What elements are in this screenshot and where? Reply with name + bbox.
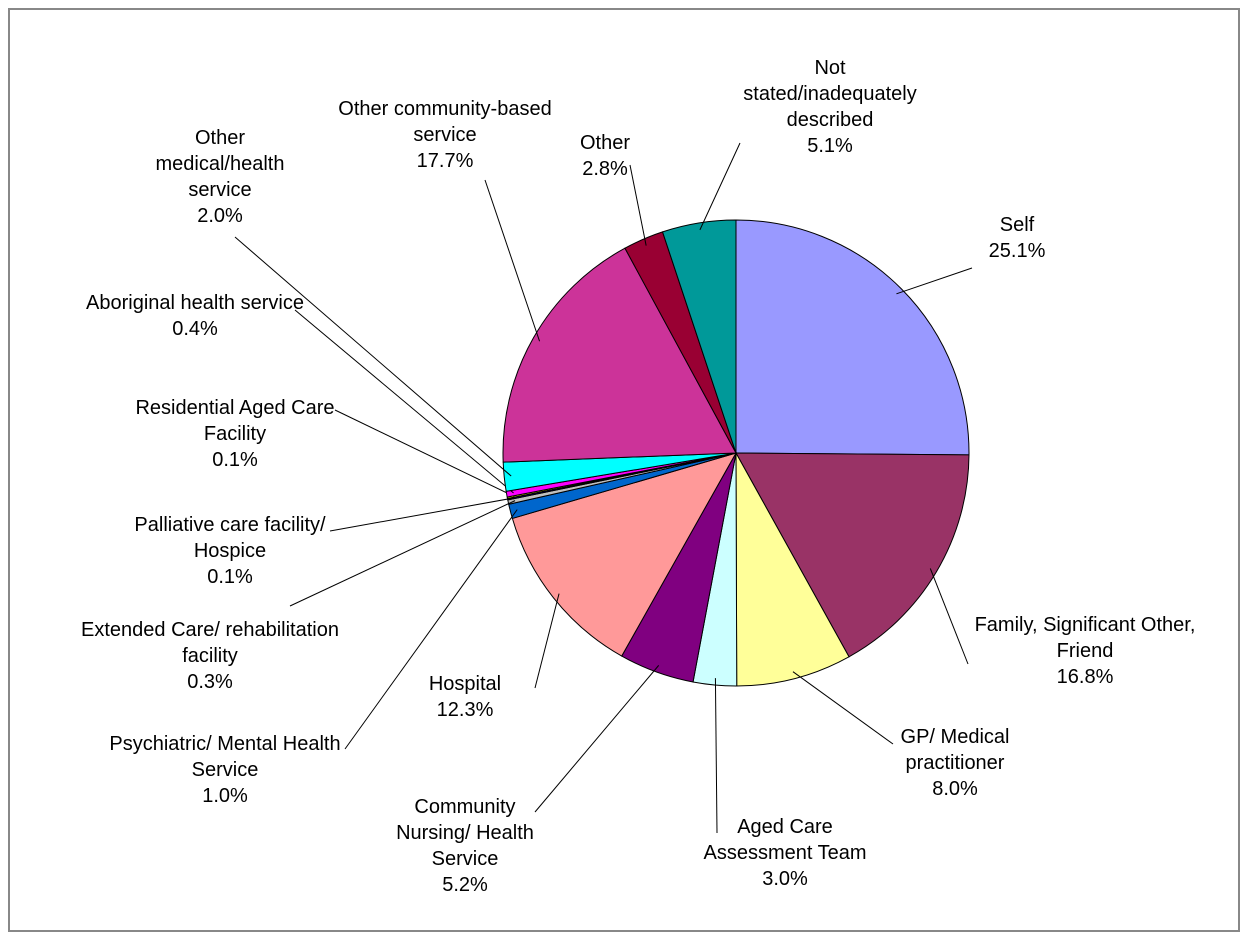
- category-label: Palliative care facility/ Hospice: [134, 514, 326, 562]
- leader-line: [534, 665, 660, 813]
- leader-line: [484, 179, 541, 342]
- leader-line: [534, 593, 560, 689]
- slice-label: Other 2.8%: [560, 130, 650, 182]
- value-label: 1.0%: [202, 785, 248, 807]
- pie-slice: [511, 452, 738, 657]
- category-label: Hospital: [428, 673, 502, 695]
- leader-line: [294, 309, 514, 494]
- value-label: 16.8%: [1056, 666, 1114, 688]
- category-label: Extended Care/ rehabilitation facility: [81, 619, 339, 667]
- category-label: Other: [579, 132, 631, 154]
- category-label: Residential Aged Care Facility: [135, 397, 335, 445]
- slice-label: Other community-based service 17.7%: [320, 96, 570, 174]
- value-label: 5.1%: [807, 135, 853, 157]
- category-label: GP/ Medical practitioner: [900, 726, 1010, 774]
- leader-line: [714, 678, 718, 834]
- pie-slice: [735, 219, 970, 456]
- value-label: 8.0%: [932, 778, 978, 800]
- value-label: 12.3%: [436, 699, 494, 721]
- category-label: Family, Significant Other, Friend: [974, 614, 1196, 662]
- slice-label: Extended Care/ rehabilitation facility 0.…: [80, 617, 340, 695]
- category-label: Other community-based service: [338, 98, 552, 146]
- slice-label: Self 25.1%: [967, 212, 1067, 264]
- value-label: 3.0%: [762, 868, 808, 890]
- value-label: 5.2%: [442, 874, 488, 896]
- slice-label: Aboriginal health service 0.4%: [80, 290, 310, 342]
- category-label: Not stated/inadequately described: [743, 57, 917, 131]
- pie-slice: [735, 452, 970, 658]
- slice-label: Family, Significant Other, Friend 16.8%: [960, 612, 1210, 690]
- leader-line: [334, 409, 515, 497]
- leader-line: [289, 500, 516, 607]
- category-label: Aboriginal health service: [86, 292, 304, 314]
- leader-line: [792, 671, 894, 745]
- slice-label: Aged Care Assessment Team 3.0%: [690, 814, 880, 892]
- value-label: 25.1%: [988, 240, 1046, 262]
- leader-line: [896, 267, 973, 295]
- leader-line: [629, 164, 647, 246]
- value-label: 2.0%: [197, 205, 243, 227]
- value-label: 0.1%: [207, 566, 253, 588]
- category-label: Other medical/health service: [155, 127, 285, 201]
- category-label: Aged Care Assessment Team: [703, 816, 867, 864]
- slice-label: Other medical/health service 2.0%: [140, 125, 300, 229]
- category-label: Psychiatric/ Mental Health Service: [109, 733, 341, 781]
- slice-label: Residential Aged Care Facility 0.1%: [120, 395, 350, 473]
- value-label: 0.1%: [212, 449, 258, 471]
- slice-label: GP/ Medical practitioner 8.0%: [870, 724, 1040, 802]
- leader-line: [234, 236, 512, 477]
- slice-label: Psychiatric/ Mental Health Service 1.0%: [90, 731, 360, 809]
- category-label: Self: [999, 214, 1035, 236]
- slice-label: Not stated/inadequately described 5.1%: [730, 55, 930, 159]
- pie-slice: [502, 247, 737, 463]
- slice-label: Palliative care facility/ Hospice 0.1%: [120, 512, 340, 590]
- pie-slice: [735, 452, 850, 687]
- value-label: 0.3%: [187, 671, 233, 693]
- value-label: 17.7%: [416, 150, 474, 172]
- leader-line: [929, 568, 969, 665]
- value-label: 0.4%: [172, 318, 218, 340]
- category-label: Community Nursing/ Health Service: [396, 796, 534, 870]
- pie-slice: [661, 219, 737, 454]
- chart-frame: [8, 8, 1240, 932]
- leader-line: [344, 509, 518, 750]
- slice-label: Hospital 12.3%: [410, 671, 520, 723]
- value-label: 2.8%: [582, 158, 628, 180]
- slice-label: Community Nursing/ Health Service 5.2%: [375, 794, 555, 898]
- leader-line: [699, 142, 741, 231]
- leader-line: [329, 497, 515, 532]
